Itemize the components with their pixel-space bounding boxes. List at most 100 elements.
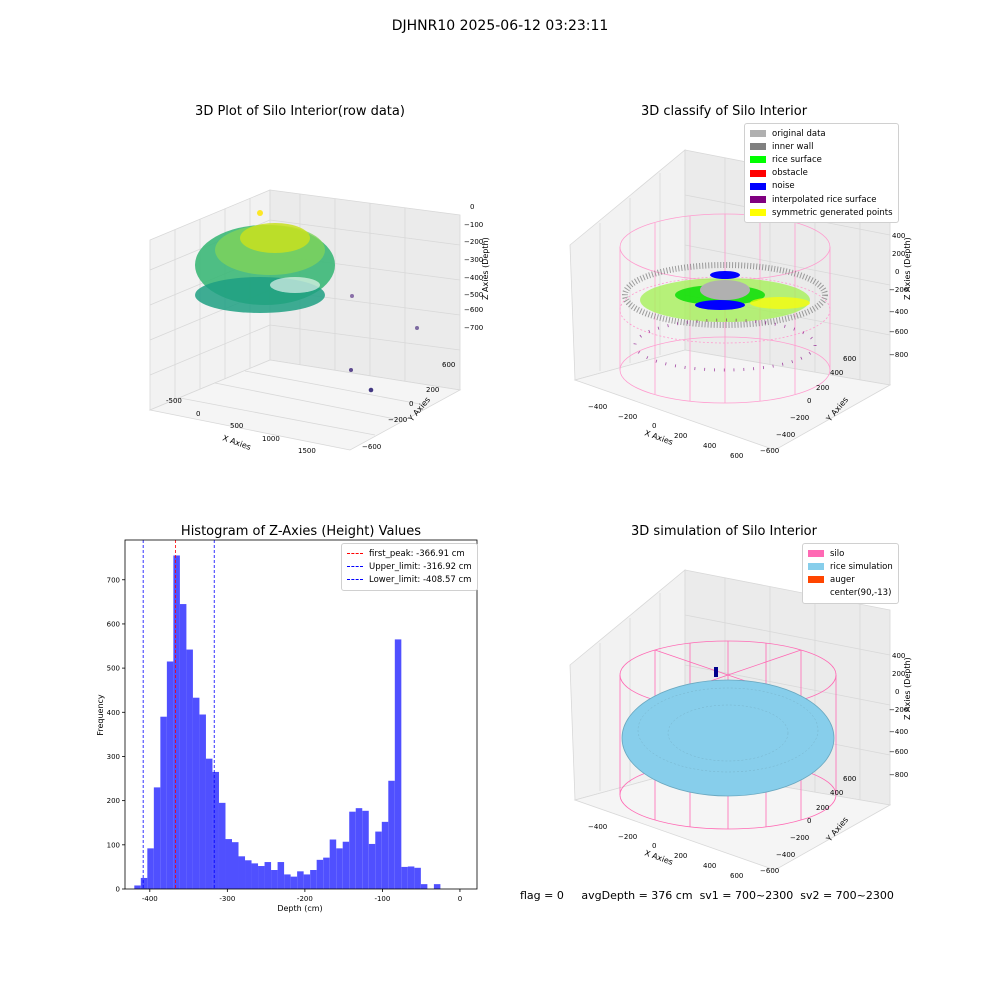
raw-x-tick: 500 [230, 422, 243, 430]
simulation-z-tick: 400 [892, 652, 905, 660]
legend-item: rice surface [750, 153, 893, 166]
histogram-bar [394, 639, 402, 889]
legend-label: obstacle [772, 168, 808, 179]
histogram-bar [310, 870, 317, 889]
legend-item: symmetric generated points [750, 206, 893, 219]
histogram-bar [388, 780, 395, 889]
legend-label: rice simulation [830, 561, 893, 572]
histogram-bar [160, 716, 167, 889]
histogram-bar [245, 860, 252, 889]
histogram-bar [258, 866, 265, 889]
avg-depth-value: avgDepth = 376 cm [581, 889, 693, 902]
histogram-bar [323, 857, 330, 889]
classify-y-tick: −600 [760, 447, 779, 455]
sv1-value: sv1 = 700~2300 [699, 889, 794, 902]
histogram-bar [355, 808, 363, 889]
legend-label: Upper_limit: -316.92 cm [369, 561, 472, 572]
simulation-x-tick: 600 [730, 872, 743, 880]
histogram-bar [238, 856, 246, 889]
raw-point-cloud [195, 210, 419, 393]
histogram-x-label: Depth (cm) [277, 904, 322, 913]
legend-label: Lower_limit: -408.57 cm [369, 574, 472, 585]
histogram-bar [407, 866, 415, 889]
legend-swatch [808, 550, 824, 558]
simulation-y-tick: −600 [760, 867, 779, 875]
classify-y-tick: −400 [776, 431, 795, 439]
status-line: flag = 0 avgDepth = 376 cm sv1 = 700~230… [520, 889, 894, 902]
legend-item: auger [808, 573, 893, 586]
histogram-bar [401, 866, 408, 889]
raw-y-tick: 600 [442, 361, 455, 369]
simulation-z-tick: −400 [889, 728, 908, 736]
legend-item: center(90,-13) [808, 587, 893, 600]
raw-z-tick: −200 [464, 238, 483, 246]
classify-x-tick: 400 [703, 442, 716, 450]
simulation-z-tick: −800 [889, 771, 908, 779]
histogram-bar [147, 848, 154, 889]
legend-label: rice surface [772, 154, 822, 165]
auger-marker [714, 667, 718, 677]
legend-item: original data [750, 127, 893, 140]
classify-z-tick: 0 [895, 268, 899, 276]
simulation-panel-title: 3D simulation of Silo Interior [631, 524, 817, 539]
histogram-bar [329, 839, 337, 889]
legend-item: Lower_limit: -408.57 cm [347, 573, 472, 586]
histogram-x-axis: -400 -300 -200 -100 0 [142, 889, 462, 903]
legend-item: rice simulation [808, 560, 893, 573]
classify-z-tick: 200 [892, 250, 905, 258]
histogram-bar [433, 884, 441, 889]
histogram-bar [225, 839, 232, 889]
histogram-bar [205, 758, 213, 889]
x-tick-label: -400 [142, 895, 158, 903]
histogram-bar [290, 876, 298, 889]
legend-label: center(90,-13) [830, 588, 892, 599]
x-tick-label: 0 [458, 895, 462, 903]
histogram-bar [134, 885, 141, 889]
y-tick-label: 0 [116, 886, 120, 894]
legend-item: Upper_limit: -316.92 cm [347, 560, 472, 573]
simulation-z-tick: 0 [895, 688, 899, 696]
simulation-z-tick: −600 [889, 748, 908, 756]
raw-z-tick: −400 [464, 274, 483, 282]
histogram-frame [124, 539, 478, 890]
histogram-bar [284, 874, 291, 889]
legend-swatch [347, 566, 363, 568]
raw-z-tick: 0 [470, 203, 474, 211]
raw-x-label: X Axies [221, 433, 252, 452]
histogram-bar [368, 843, 376, 889]
histogram-bar [192, 697, 200, 889]
histogram-bar [362, 810, 369, 889]
legend-label: interpolated rice surface [772, 194, 877, 205]
histogram-y-label: Frequency [96, 694, 105, 736]
legend-item: silo [808, 547, 893, 560]
legend-swatch [750, 143, 766, 151]
simulation-3d-plot: −400 −200 0 200 400 600 600 400 200 0 −2… [569, 569, 912, 880]
classify-y-tick: −200 [790, 414, 809, 422]
legend-swatch [347, 553, 363, 555]
legend-label: original data [772, 128, 826, 139]
classify-z-label: Z Axies (Depth) [903, 237, 912, 300]
raw-y-tick: 200 [426, 386, 439, 394]
simulation-x-tick: −400 [588, 823, 607, 831]
classify-z-tick: −400 [889, 308, 908, 316]
legend-label: first_peak: -366.91 cm [369, 548, 465, 559]
histogram-bar [297, 871, 304, 889]
classify-x-tick: 0 [652, 422, 656, 430]
raw-x-tick: 1500 [298, 447, 316, 455]
legend-item: obstacle [750, 167, 893, 180]
raw-y-tick: −600 [362, 443, 381, 451]
histogram-bar [303, 874, 311, 889]
raw-z-tick: −500 [464, 291, 483, 299]
simulation-y-tick: −400 [776, 851, 795, 859]
histogram-bar [166, 661, 174, 889]
simulation-y-tick: −200 [790, 834, 809, 842]
x-tick-label: -300 [219, 895, 235, 903]
figure-title: DJHNR10 2025-06-12 03:23:11 [391, 18, 609, 34]
histogram-bar [342, 841, 350, 889]
histogram-bar [199, 714, 206, 889]
histogram-bar [231, 842, 239, 889]
y-tick-label: 500 [107, 665, 120, 673]
legend-item: first_peak: -366.91 cm [347, 547, 472, 560]
histogram-bar [153, 787, 161, 889]
classify-z-tick: 400 [892, 232, 905, 240]
